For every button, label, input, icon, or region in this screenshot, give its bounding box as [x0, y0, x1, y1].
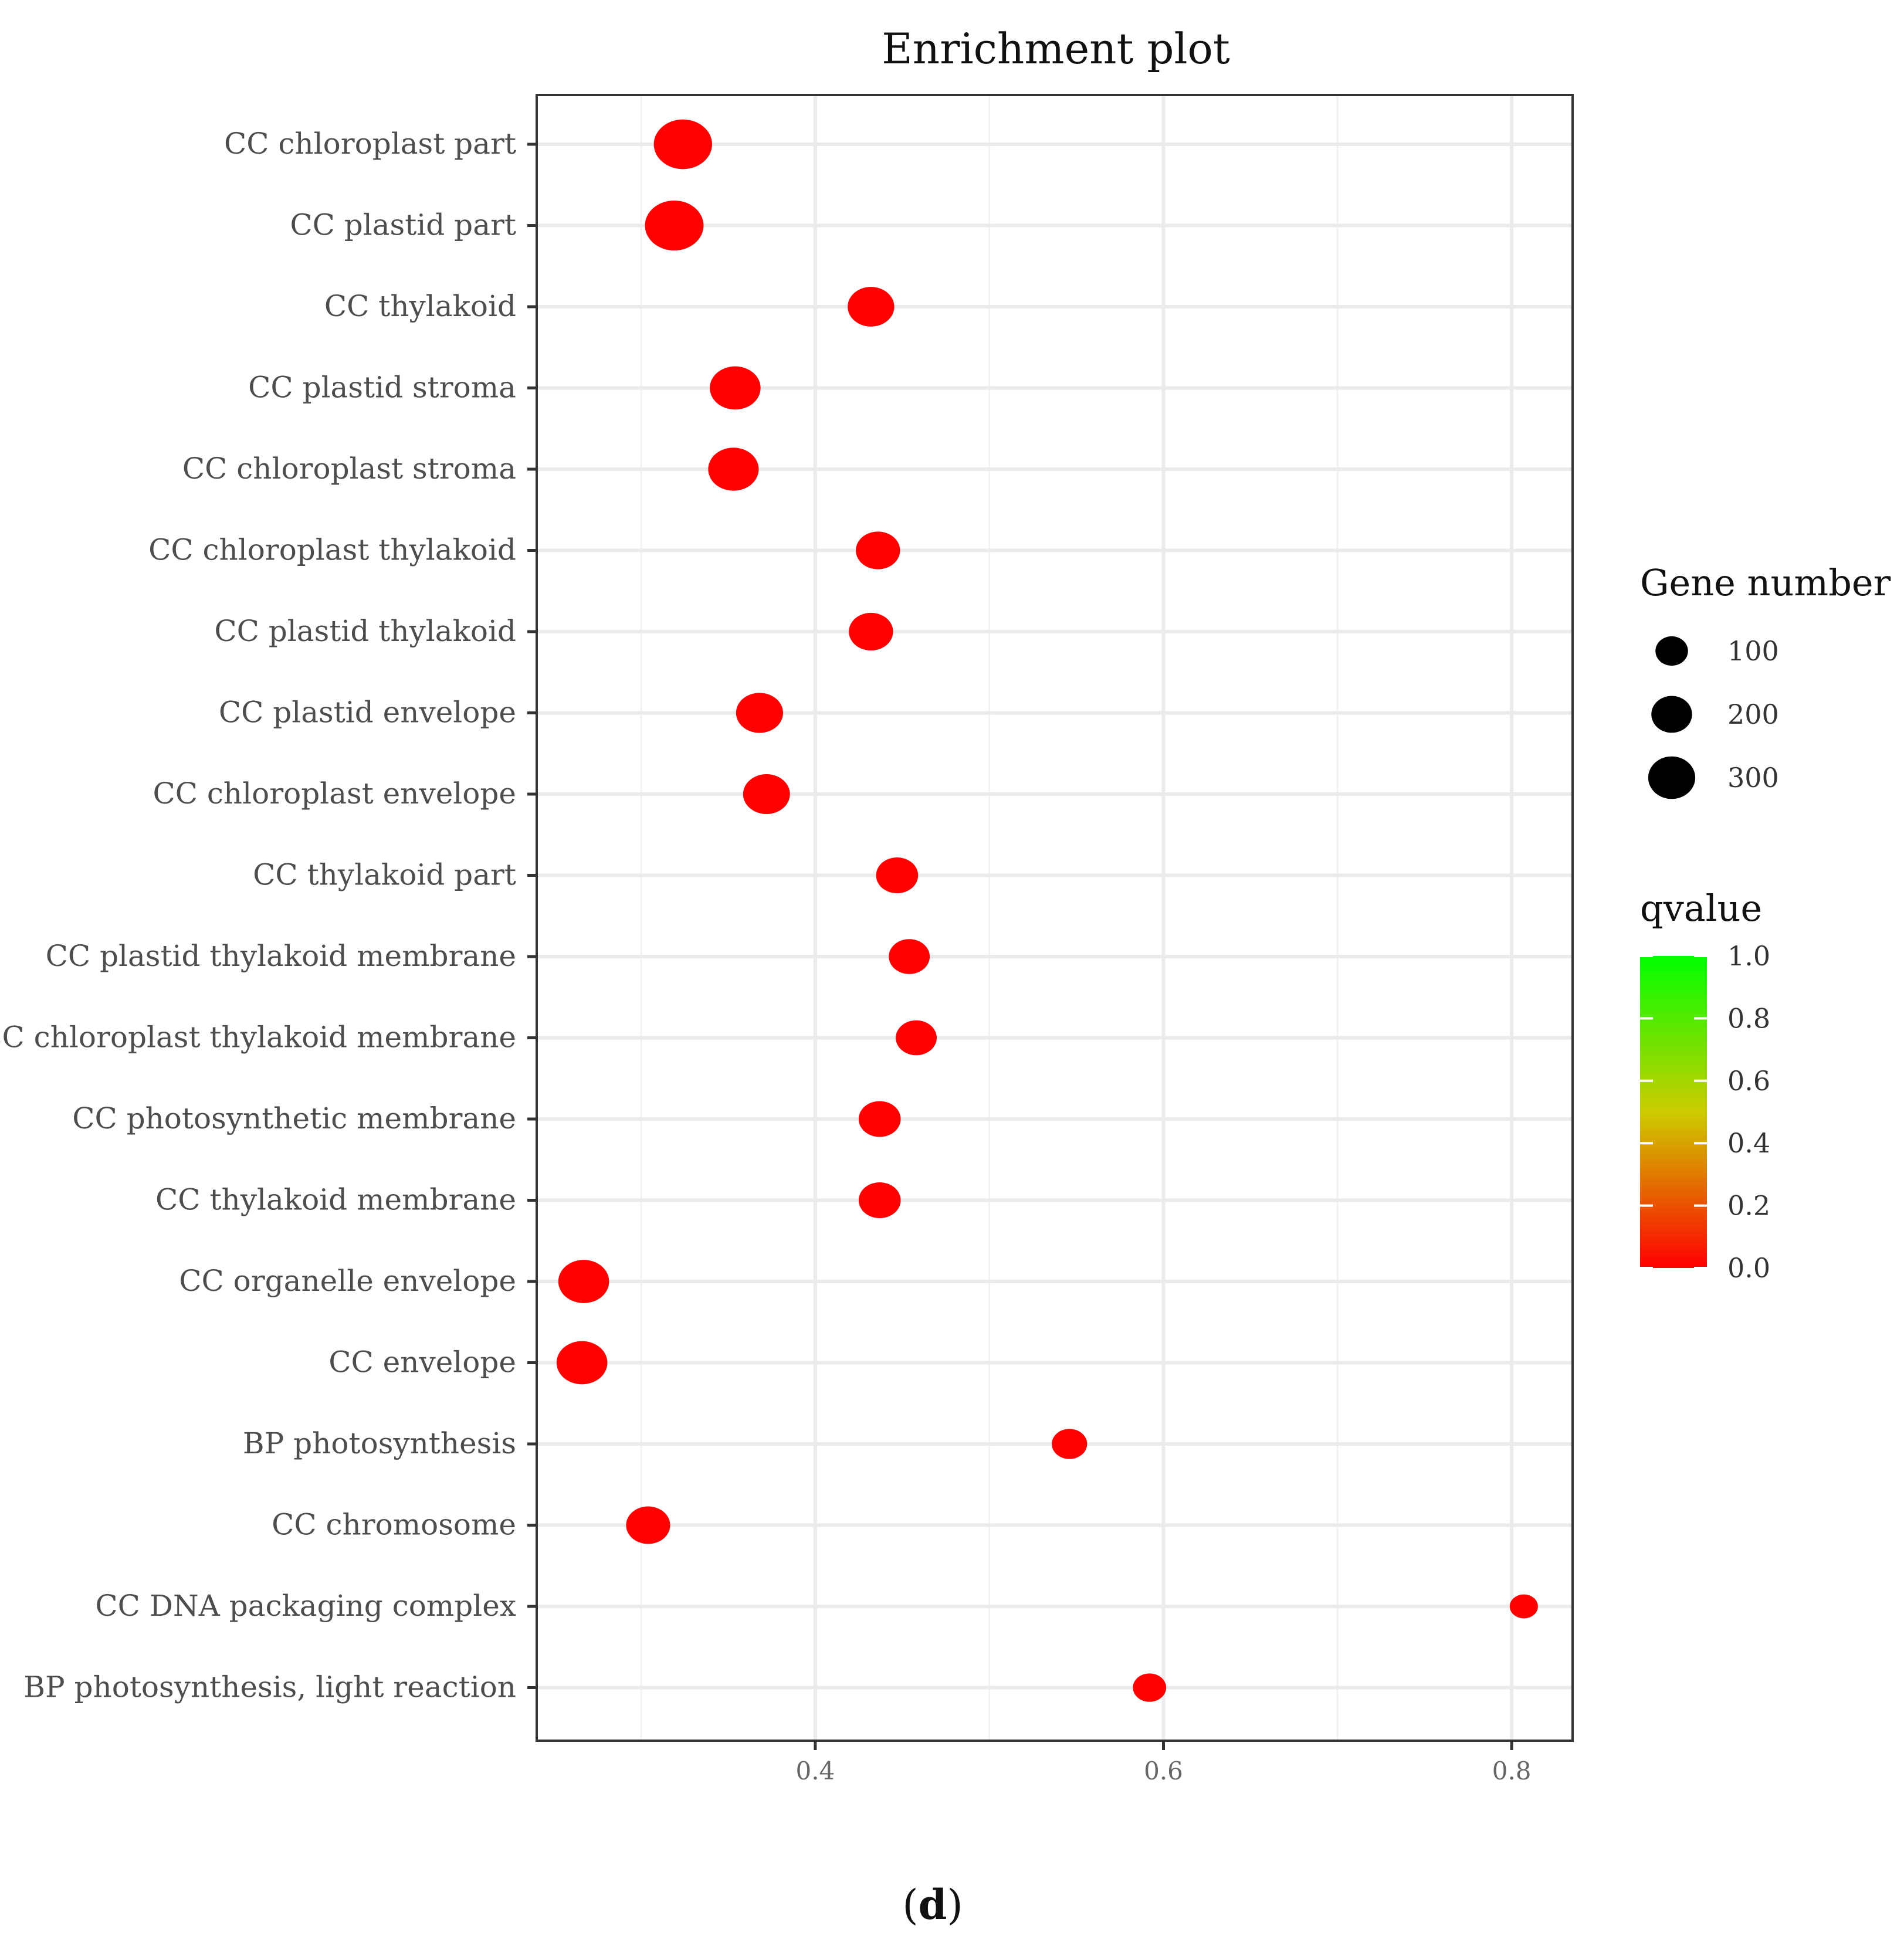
data-point — [1052, 1429, 1087, 1459]
data-point — [653, 119, 712, 169]
category-label: CC thylakoid part — [253, 858, 516, 892]
color-legend-title: qvalue — [1640, 887, 1762, 930]
size-legend: Gene number 100 200 300 — [1640, 561, 1891, 799]
category-label: CC chromosome — [272, 1508, 516, 1542]
x-tick-labels: 0.4 0.6 0.8 — [795, 1757, 1531, 1785]
data-point — [626, 1506, 670, 1544]
category-label: CC chloroplast envelope — [153, 777, 516, 811]
category-label: CC thylakoid — [324, 289, 516, 323]
grid — [537, 95, 1573, 1741]
category-label: CC plastid stroma — [248, 371, 516, 405]
data-point — [710, 366, 761, 410]
size-legend-title: Gene number — [1640, 561, 1891, 604]
color-legend-label: 0.6 — [1727, 1065, 1770, 1097]
data-point — [558, 1260, 609, 1303]
size-legend-label: 100 — [1727, 635, 1779, 667]
plot-panel — [536, 94, 1574, 1742]
size-legend-label: 200 — [1727, 699, 1779, 730]
figure-caption: (d) — [902, 1880, 963, 1929]
data-point — [876, 857, 919, 894]
category-label: BP photosynthesis — [243, 1426, 516, 1460]
category-label: BP photosynthesis, light reaction — [23, 1670, 516, 1704]
x-tick-label: 0.6 — [1144, 1757, 1183, 1785]
data-point — [856, 531, 900, 569]
data-point — [849, 612, 893, 651]
axis-ticks — [527, 143, 1513, 1750]
category-label: CC chloroplast part — [224, 127, 516, 161]
data-point — [743, 774, 790, 815]
data-point — [858, 1182, 901, 1219]
data-points — [556, 119, 1538, 1702]
data-point — [736, 693, 783, 733]
data-point — [556, 1341, 608, 1385]
data-point — [858, 1101, 901, 1137]
color-legend-label: 0.4 — [1727, 1127, 1770, 1159]
data-point — [848, 287, 895, 327]
category-label: CC plastid thylakoid membrane — [46, 939, 516, 973]
data-point — [1133, 1673, 1167, 1702]
category-label: CC plastid thylakoid — [214, 614, 516, 648]
x-tick-label: 0.4 — [795, 1757, 835, 1785]
data-point — [889, 939, 930, 974]
size-legend-dot — [1655, 636, 1688, 666]
category-labels: CC chloroplast part CC plastid part CC thy… — [0, 127, 516, 1704]
data-point — [896, 1020, 937, 1056]
size-legend-label: 300 — [1727, 762, 1779, 794]
color-legend: qvalue 1.0 0.8 0.6 0.4 0.2 0.0 — [1640, 887, 1770, 1284]
category-label: CC plastid part — [290, 208, 516, 242]
category-label: CC chloroplast thylakoid — [148, 533, 516, 567]
category-label: CC plastid envelope — [219, 696, 516, 730]
category-label: CC thylakoid membrane — [155, 1183, 516, 1217]
category-label: CC DNA packaging complex — [95, 1589, 516, 1623]
color-legend-bar — [1640, 956, 1707, 1268]
category-label: CC chloroplast thylakoid membrane — [0, 1020, 516, 1055]
category-label: CC photosynthetic membrane — [72, 1101, 516, 1135]
size-legend-dot — [1651, 696, 1692, 733]
chart-title: Enrichment plot — [882, 24, 1230, 73]
color-legend-label: 0.8 — [1727, 1002, 1770, 1034]
data-point — [708, 447, 759, 491]
size-legend-dot — [1648, 756, 1696, 799]
data-point — [1509, 1594, 1538, 1619]
category-label: CC chloroplast stroma — [182, 452, 516, 486]
color-legend-label: 0.0 — [1727, 1252, 1770, 1284]
data-point — [645, 200, 704, 251]
x-tick-label: 0.8 — [1492, 1757, 1532, 1785]
category-label: CC envelope — [328, 1345, 516, 1379]
color-legend-label: 1.0 — [1727, 940, 1770, 972]
category-label: CC organelle envelope — [179, 1264, 516, 1298]
color-legend-label: 0.2 — [1727, 1190, 1770, 1222]
